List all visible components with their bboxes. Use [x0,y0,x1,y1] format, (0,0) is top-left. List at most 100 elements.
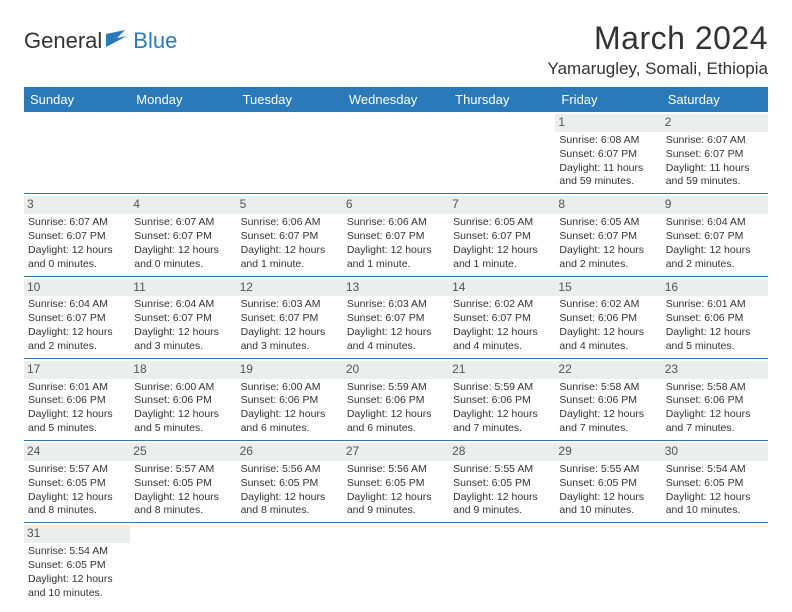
sunset-line: Sunset: 6:05 PM [559,477,657,491]
calendar-cell: 29Sunrise: 5:55 AMSunset: 6:05 PMDayligh… [555,441,661,523]
calendar-row: 3Sunrise: 6:07 AMSunset: 6:07 PMDaylight… [24,194,768,276]
weekday-header: Tuesday [237,87,343,112]
sunrise-line: Sunrise: 6:00 AM [241,381,339,395]
calendar-cell: 5Sunrise: 6:06 AMSunset: 6:07 PMDaylight… [237,194,343,276]
calendar-row: 17Sunrise: 6:01 AMSunset: 6:06 PMDayligh… [24,358,768,440]
calendar-cell: 12Sunrise: 6:03 AMSunset: 6:07 PMDayligh… [237,276,343,358]
daylight-line: Daylight: 12 hours and 2 minutes. [666,244,764,272]
calendar-cell: 24Sunrise: 5:57 AMSunset: 6:05 PMDayligh… [24,441,130,523]
day-number: 31 [24,525,130,543]
calendar-cell: 1Sunrise: 6:08 AMSunset: 6:07 PMDaylight… [555,112,661,193]
weekday-header: Wednesday [343,87,449,112]
sunrise-line: Sunrise: 5:59 AM [453,381,551,395]
calendar-cell-empty [130,112,236,193]
weekday-header: Saturday [662,87,768,112]
day-number: 16 [662,279,768,297]
daylight-line: Daylight: 11 hours and 59 minutes. [666,162,764,190]
day-number: 14 [449,279,555,297]
weekday-header: Thursday [449,87,555,112]
calendar-cell-empty [555,523,661,605]
calendar-cell-empty [237,112,343,193]
sunrise-line: Sunrise: 5:54 AM [666,463,764,477]
sunset-line: Sunset: 6:07 PM [28,312,126,326]
daylight-line: Daylight: 12 hours and 10 minutes. [28,573,126,601]
daylight-line: Daylight: 12 hours and 6 minutes. [241,408,339,436]
daylight-line: Daylight: 12 hours and 0 minutes. [134,244,232,272]
day-number: 28 [449,443,555,461]
sunset-line: Sunset: 6:07 PM [347,230,445,244]
calendar-cell: 17Sunrise: 6:01 AMSunset: 6:06 PMDayligh… [24,358,130,440]
day-number: 21 [449,361,555,379]
sunset-line: Sunset: 6:06 PM [666,312,764,326]
day-number: 11 [130,279,236,297]
calendar-cell-empty [24,112,130,193]
calendar-row: 10Sunrise: 6:04 AMSunset: 6:07 PMDayligh… [24,276,768,358]
sunrise-line: Sunrise: 6:04 AM [28,298,126,312]
day-number: 2 [662,114,768,132]
calendar-row: 31 Sunrise: 5:54 AMSunset: 6:05 PMDayligh… [24,523,768,605]
calendar-cell-empty [343,523,449,605]
daylight-line: Daylight: 12 hours and 8 minutes. [241,491,339,519]
sunrise-line: Sunrise: 5:57 AM [28,463,126,477]
sunset-line: Sunset: 6:05 PM [134,477,232,491]
calendar-cell: 22Sunrise: 5:58 AMSunset: 6:06 PMDayligh… [555,358,661,440]
sunset-line: Sunset: 6:07 PM [241,230,339,244]
sunrise-line: Sunrise: 6:01 AM [28,381,126,395]
calendar-cell: 2Sunrise: 6:07 AMSunset: 6:07 PMDaylight… [662,112,768,193]
sunrise-line: Sunrise: 6:06 AM [241,216,339,230]
header: General Blue March 2024 Yamarugley, Soma… [24,20,768,79]
daylight-line: Daylight: 12 hours and 9 minutes. [453,491,551,519]
day-number: 27 [343,443,449,461]
daylight-line: Daylight: 12 hours and 10 minutes. [666,491,764,519]
day-number: 29 [555,443,661,461]
sunset-line: Sunset: 6:07 PM [241,312,339,326]
sunrise-line: Sunrise: 5:55 AM [453,463,551,477]
calendar-cell: 26Sunrise: 5:56 AMSunset: 6:05 PMDayligh… [237,441,343,523]
day-number: 20 [343,361,449,379]
sunset-line: Sunset: 6:06 PM [241,394,339,408]
sunrise-line: Sunrise: 5:56 AM [347,463,445,477]
daylight-line: Daylight: 12 hours and 6 minutes. [347,408,445,436]
daylight-line: Daylight: 11 hours and 59 minutes. [559,162,657,190]
sunrise-line: Sunrise: 5:54 AM [28,545,126,559]
sunrise-line: Sunrise: 5:58 AM [666,381,764,395]
sunrise-line: Sunrise: 6:08 AM [559,134,657,148]
daylight-line: Daylight: 12 hours and 5 minutes. [666,326,764,354]
calendar-table: SundayMondayTuesdayWednesdayThursdayFrid… [24,87,768,605]
day-number: 26 [237,443,343,461]
sunset-line: Sunset: 6:07 PM [453,230,551,244]
logo-text-blue: Blue [133,28,177,54]
sunset-line: Sunset: 6:05 PM [28,559,126,573]
calendar-cell: 15Sunrise: 6:02 AMSunset: 6:06 PMDayligh… [555,276,661,358]
calendar-cell: 6Sunrise: 6:06 AMSunset: 6:07 PMDaylight… [343,194,449,276]
sunrise-line: Sunrise: 6:02 AM [559,298,657,312]
sunrise-line: Sunrise: 6:03 AM [347,298,445,312]
day-number: 18 [130,361,236,379]
sunrise-line: Sunrise: 6:04 AM [134,298,232,312]
day-number: 23 [662,361,768,379]
sunset-line: Sunset: 6:07 PM [28,230,126,244]
sunrise-line: Sunrise: 6:04 AM [666,216,764,230]
calendar-cell: 8Sunrise: 6:05 AMSunset: 6:07 PMDaylight… [555,194,661,276]
sunset-line: Sunset: 6:06 PM [559,312,657,326]
sunrise-line: Sunrise: 6:06 AM [347,216,445,230]
day-number: 15 [555,279,661,297]
day-number: 8 [555,196,661,214]
daylight-line: Daylight: 12 hours and 5 minutes. [28,408,126,436]
sunset-line: Sunset: 6:05 PM [666,477,764,491]
calendar-cell: 11Sunrise: 6:04 AMSunset: 6:07 PMDayligh… [130,276,236,358]
calendar-cell-empty [449,112,555,193]
calendar-cell: 27Sunrise: 5:56 AMSunset: 6:05 PMDayligh… [343,441,449,523]
sunrise-line: Sunrise: 6:07 AM [134,216,232,230]
day-number: 25 [130,443,236,461]
calendar-cell: 28Sunrise: 5:55 AMSunset: 6:05 PMDayligh… [449,441,555,523]
calendar-cell-empty [343,112,449,193]
sunset-line: Sunset: 6:07 PM [666,148,764,162]
sunset-line: Sunset: 6:06 PM [559,394,657,408]
day-number: 17 [24,361,130,379]
calendar-cell: 20Sunrise: 5:59 AMSunset: 6:06 PMDayligh… [343,358,449,440]
day-number: 4 [130,196,236,214]
calendar-head: SundayMondayTuesdayWednesdayThursdayFrid… [24,87,768,112]
sunset-line: Sunset: 6:07 PM [134,230,232,244]
sunrise-line: Sunrise: 5:58 AM [559,381,657,395]
